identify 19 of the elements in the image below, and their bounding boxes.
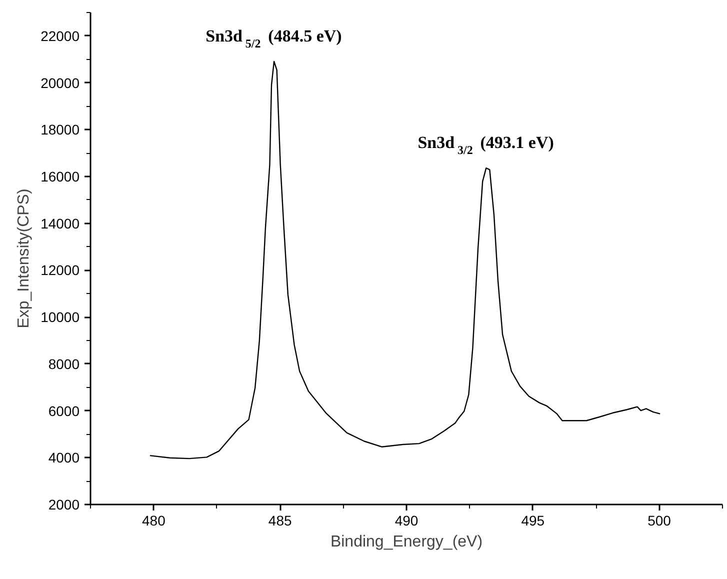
y-tick-label: 22000: [40, 28, 80, 44]
y-tick-label: 12000: [40, 262, 80, 278]
y-tick-label: 14000: [40, 215, 80, 232]
x-tick-label: 485: [268, 512, 292, 528]
y-axis-title: Exp_Intensity(CPS): [16, 188, 33, 328]
x-tick-label: 495: [521, 512, 545, 528]
y-tick-label: 2000: [48, 496, 80, 512]
y-tick-label: 20000: [40, 74, 80, 91]
y-tick-label: 6000: [48, 402, 80, 419]
x-tick-label: 480: [142, 512, 166, 528]
y-tick-label: 16000: [40, 168, 80, 184]
x-tick-label: 500: [648, 512, 672, 528]
y-tick-label: 18000: [40, 122, 80, 138]
x-tick-label: 490: [394, 512, 418, 528]
y-tick-label: 10000: [40, 309, 80, 326]
y-tick-label: 8000: [48, 356, 80, 372]
x-axis-title: Binding_Energy_(eV): [330, 534, 483, 550]
line-series: [149, 60, 661, 460]
y-tick-label: 4000: [48, 450, 80, 466]
